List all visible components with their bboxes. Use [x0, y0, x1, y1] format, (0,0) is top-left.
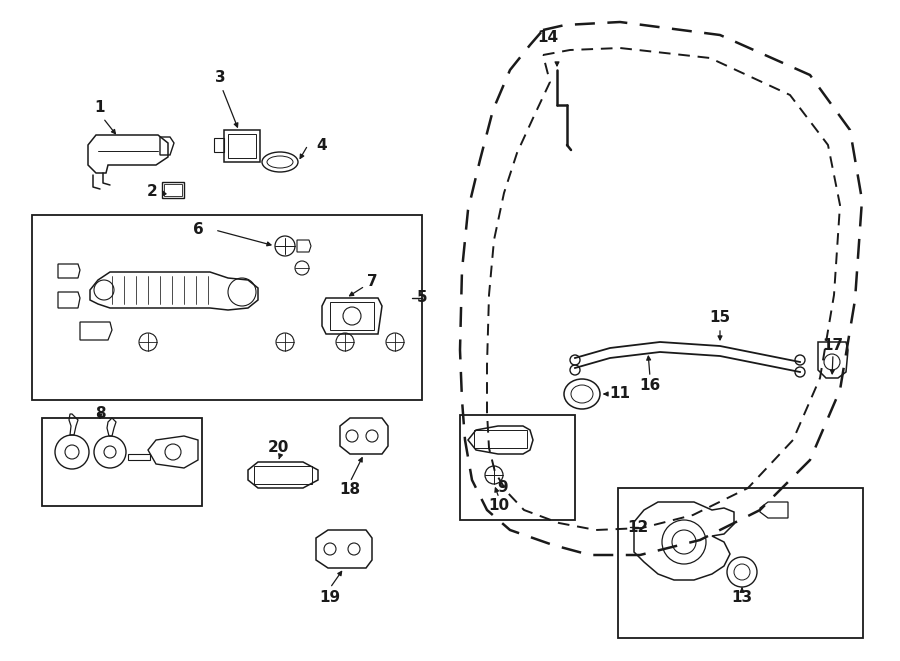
Text: 15: 15 — [709, 311, 731, 325]
Text: 16: 16 — [639, 377, 661, 393]
Text: 4: 4 — [317, 137, 328, 153]
Bar — [460, 415, 575, 520]
Text: 3: 3 — [215, 71, 225, 85]
Text: 18: 18 — [339, 483, 361, 498]
Bar — [42, 418, 202, 506]
Text: 7: 7 — [366, 274, 377, 290]
Text: 9: 9 — [498, 481, 508, 496]
Text: 20: 20 — [267, 440, 289, 455]
Text: 2: 2 — [147, 184, 158, 200]
Text: 11: 11 — [609, 387, 631, 401]
Text: 1: 1 — [94, 100, 105, 116]
Text: 19: 19 — [320, 590, 340, 605]
Text: 12: 12 — [627, 520, 649, 535]
Text: 5: 5 — [417, 290, 428, 305]
Bar — [32, 215, 422, 400]
Text: 6: 6 — [193, 223, 203, 237]
Text: 13: 13 — [732, 590, 752, 605]
Text: 10: 10 — [489, 498, 509, 514]
Bar — [618, 488, 863, 638]
Text: 14: 14 — [537, 30, 559, 46]
Text: 17: 17 — [823, 338, 843, 352]
Text: 8: 8 — [94, 405, 105, 420]
